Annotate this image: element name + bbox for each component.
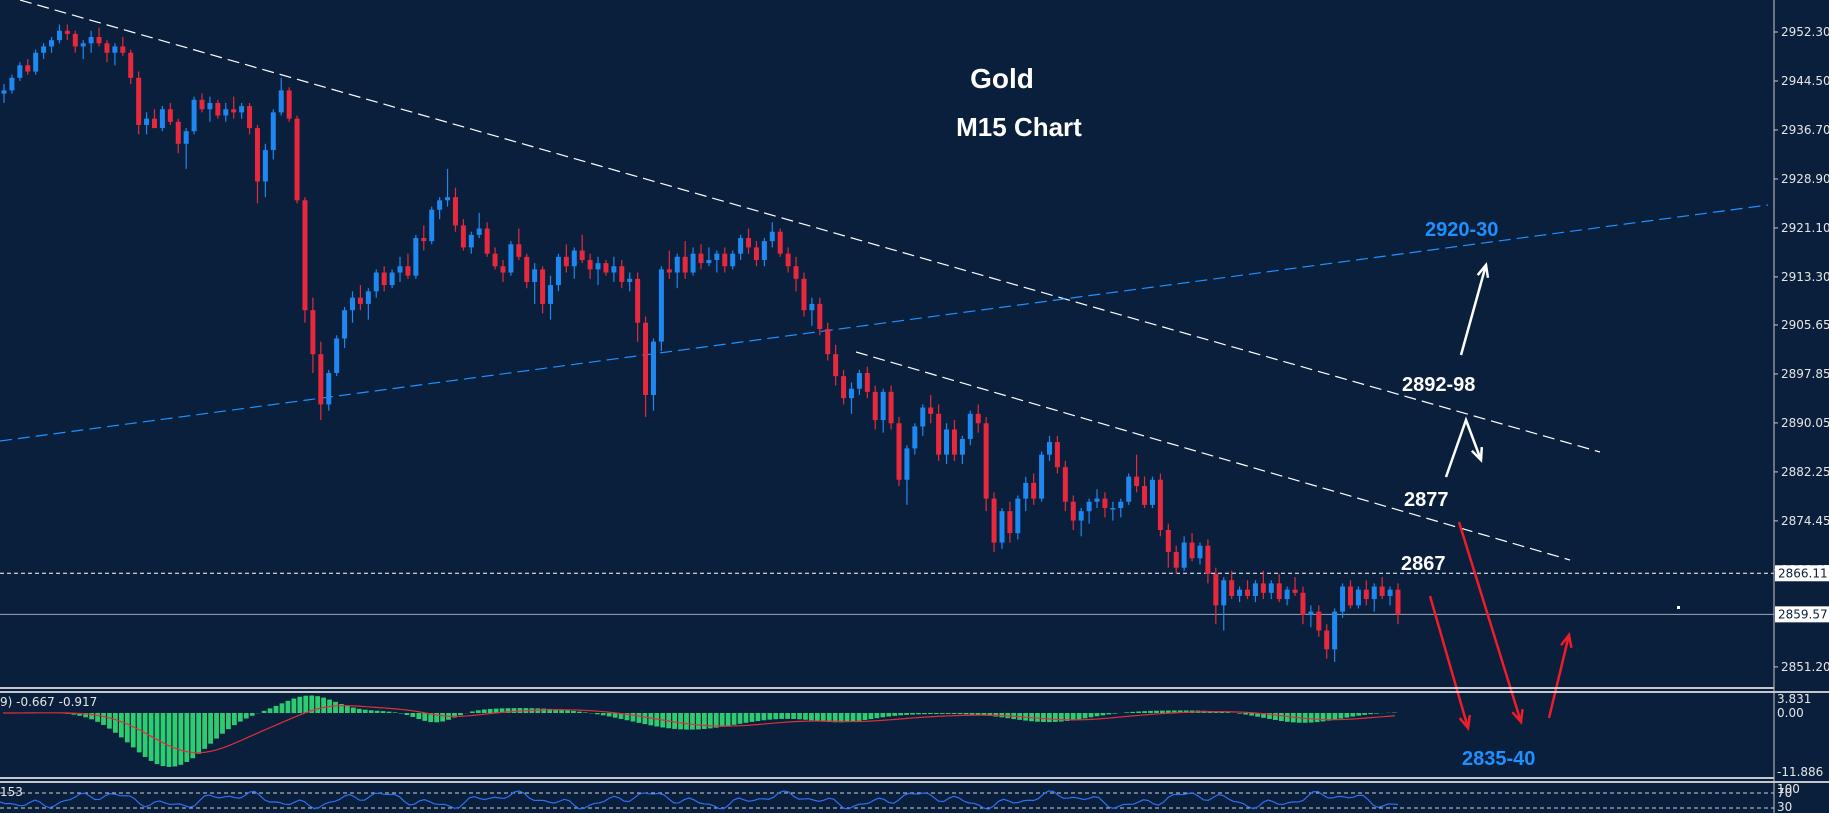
chart-subtitle: M15 Chart [956, 112, 1082, 142]
macd-tick-label: 3.831 [1777, 692, 1811, 706]
macd-tick-label: 0.00 [1777, 706, 1804, 720]
price-axis[interactable]: 2952.30 2944.50 2936.70 2928.90 2921.10 2913.… [1773, 0, 1829, 813]
annotation-2892-98: 2892-98 [1402, 374, 1475, 396]
forecast-arrow-1 [1444, 416, 1483, 478]
price-marker-box [1775, 565, 1829, 582]
price-tick-label: 2905.65 [1781, 318, 1829, 332]
pane-separators [0, 687, 1829, 783]
annotation-2877: 2877 [1404, 489, 1449, 511]
price-tick-label: 2936.70 [1781, 123, 1829, 137]
macd-tick-label: -11.886 [1777, 765, 1823, 779]
oscillator-tick-label: 70 [1777, 786, 1792, 800]
oscillator-tick-label: 100 [1777, 782, 1800, 796]
price-tick-label: 2851.20 [1781, 660, 1829, 674]
ascending-support-trendline [0, 204, 1769, 442]
oscillator-label: 153 [0, 785, 23, 799]
forecast-arrows [1428, 262, 1573, 731]
forecast-arrow-0 [1459, 264, 1488, 356]
price-tick-label: 2944.50 [1781, 74, 1829, 88]
price-tick-label: 2952.30 [1781, 25, 1829, 39]
price-tick-label: 2890.05 [1781, 416, 1829, 430]
price-level-lines [0, 572, 1774, 615]
price-marker-box [1775, 606, 1829, 623]
upper-descending-trendline [19, 0, 1601, 453]
macd-label: 9) -0.667 -0.917 [0, 695, 97, 709]
price-marker-label: 2859.57 [1778, 607, 1828, 621]
price-marker-label: 2866.11 [1778, 566, 1828, 580]
marker-dot [1677, 606, 1680, 609]
annotation-2920-30: 2920-30 [1425, 219, 1498, 241]
lower-descending-trendline [855, 351, 1571, 561]
chart-title: Gold [970, 63, 1034, 94]
price-tick-label: 2913.30 [1781, 270, 1829, 284]
macd-pane [0, 695, 1397, 767]
candlesticks [1, 24, 1401, 662]
macd-signal-line [2, 705, 1396, 754]
annotation-2835-40: 2835-40 [1462, 748, 1535, 770]
price-target-labels: 2920-30 2892-98 2877 2867 2835-40 [1401, 219, 1535, 770]
oscillator-tick-label: 30 [1777, 800, 1792, 813]
price-tick-label: 2921.10 [1781, 221, 1829, 235]
oscillator-line [0, 790, 1399, 810]
trendlines [0, 0, 1769, 561]
oscillator-pane [0, 790, 1774, 810]
price-tick-label: 2874.45 [1781, 514, 1829, 528]
forecast-arrow-2 [1428, 595, 1470, 729]
price-tick-label: 2882.25 [1781, 465, 1829, 479]
forecast-arrow-4 [1547, 634, 1571, 719]
price-tick-label: 2897.85 [1781, 367, 1829, 381]
annotation-2867: 2867 [1401, 553, 1446, 575]
price-tick-label: 2928.90 [1781, 172, 1829, 186]
